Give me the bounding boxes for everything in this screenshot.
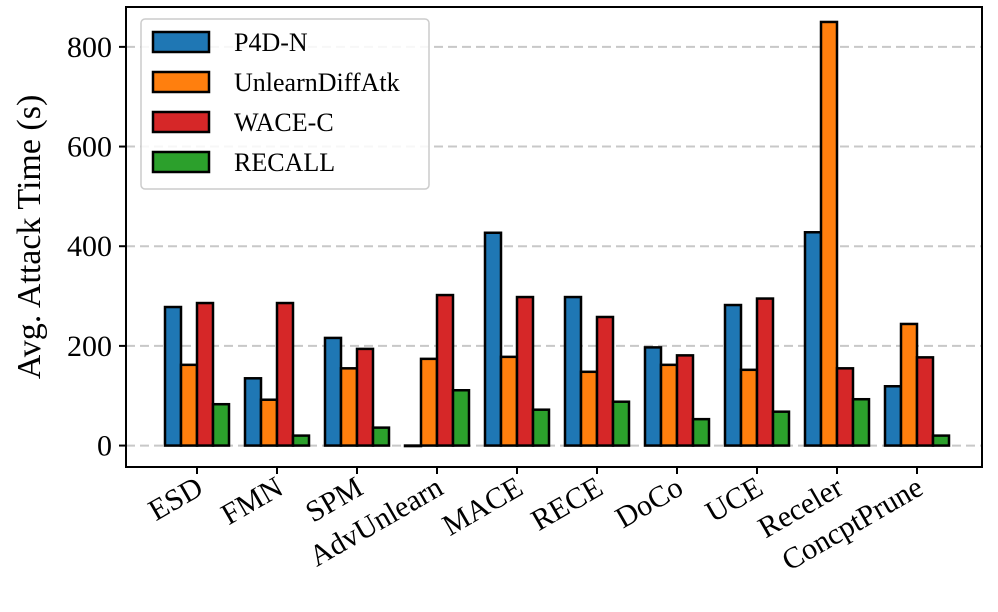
y-tick-label-0: 0 [97,430,112,463]
x-tick-label-esd: ESD [143,470,209,527]
x-tick-label-rece: RECE [526,470,609,537]
legend-swatch-p4d-n [151,30,211,54]
bar-advunlearn-wace-c [435,293,455,447]
bar-spm-wace-c [355,347,375,447]
legend: P4D-N UnlearnDiffAtk WACE-C RECALL [140,18,430,190]
bar-rece-recall [611,400,631,447]
bar-mace-wace-c [515,295,535,447]
legend-swatch-unlearndiffatk [151,70,211,94]
bar-mace-unlearndiffatk [499,355,519,447]
bar-concptprune-recall [931,434,951,447]
plot-frame [125,6,983,468]
bar-mace-p4d-n [483,231,503,447]
bar-concptprune-unlearndiffatk [899,322,919,447]
bar-advunlearn-unlearndiffatk [419,357,439,447]
bar-uce-unlearndiffatk [739,368,759,447]
bar-spm-recall [371,426,391,447]
bar-advunlearn-p4d-n [403,444,423,448]
bar-receler-recall [851,397,871,447]
bar-doco-wace-c [675,354,695,447]
bar-esd-wace-c [195,301,215,447]
bar-receler-p4d-n [803,231,823,447]
bar-doco-p4d-n [643,346,663,447]
bar-uce-recall [771,410,791,447]
y-tick-label-200: 200 [67,330,112,363]
y-tick-label-800: 800 [67,31,112,64]
bar-uce-wace-c [755,297,775,447]
bar-spm-p4d-n [323,336,343,447]
y-ticks: 0 200 400 600 800 [67,31,126,463]
legend-frame [140,18,430,190]
bar-receler-wace-c [835,367,855,447]
legend-swatch-recall [151,150,211,174]
x-tick-label-mace: MACE [437,470,529,542]
bar-doco-recall [691,417,711,447]
legend-swatch-wace-c [151,110,211,134]
x-tick-label-doco: DoCo [610,470,689,534]
axes [125,6,983,468]
bar-receler-unlearndiffatk [819,20,839,447]
y-axis-label: Avg. Attack Time (s) [11,95,48,380]
legend-label-unlearndiffatk: UnlearnDiffAtk [234,68,400,97]
bar-rece-wace-c [595,315,615,447]
bar-concptprune-wace-c [915,356,935,447]
y-tick-label-600: 600 [67,131,112,164]
bar-uce-p4d-n [723,303,743,447]
bar-concptprune-p4d-n [883,385,903,447]
bar-doco-unlearndiffatk [659,363,679,447]
bar-spm-unlearndiffatk [339,367,359,447]
bar-esd-unlearndiffatk [179,363,199,447]
x-tick-label-fmn: FMN [216,470,289,531]
bars [163,20,951,448]
bar-fmn-wace-c [275,301,295,447]
bar-mace-recall [531,408,551,447]
bar-fmn-p4d-n [243,377,263,447]
legend-label-recall: RECALL [234,148,335,177]
bar-esd-p4d-n [163,305,183,447]
bar-esd-recall [211,402,231,447]
legend-label-p4d-n: P4D-N [234,28,308,57]
bar-rece-unlearndiffatk [579,370,599,447]
bar-fmn-recall [291,434,311,447]
legend-label-wace-c: WACE-C [234,108,334,137]
bar-fmn-unlearndiffatk [259,398,279,447]
bar-advunlearn-recall [451,389,471,447]
y-tick-label-400: 400 [67,230,112,263]
bar-rece-p4d-n [563,295,583,447]
